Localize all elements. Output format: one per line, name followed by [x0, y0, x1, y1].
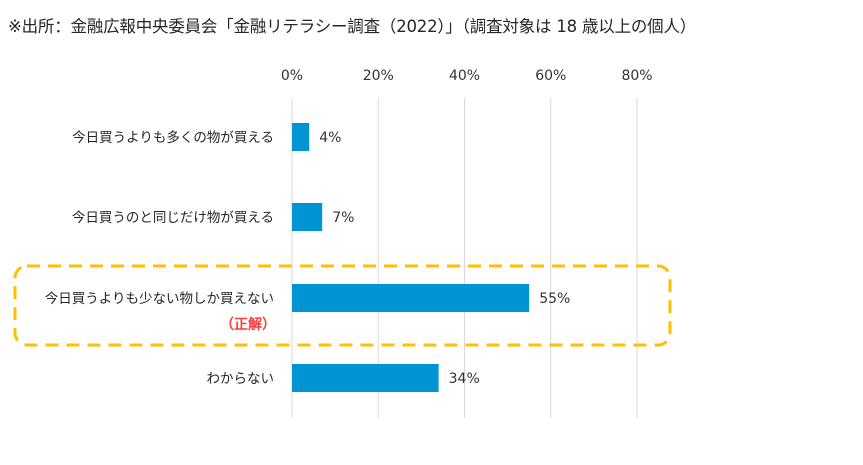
value-label: 7%	[332, 210, 354, 226]
value-label: 34%	[449, 371, 480, 387]
bars	[292, 123, 530, 392]
bar	[292, 284, 530, 312]
correct-answer-note: （正解）	[220, 316, 276, 333]
value-label: 4%	[319, 130, 341, 146]
bar	[292, 364, 439, 392]
category-labels: 今日買うよりも多くの物が買える今日買うのと同じだけ物が買える今日買うよりも少ない…	[45, 129, 274, 387]
value-label: 55%	[539, 291, 570, 307]
bar	[292, 123, 310, 151]
source-note: ※出所：金融広報中央委員会「金融リテラシー調査（2022）」（調査対象は 18 …	[8, 17, 697, 36]
x-tick-label: 60%	[535, 68, 566, 84]
category-label: 今日買うよりも少ない物しか買えない	[45, 291, 274, 307]
category-label: わからない	[207, 371, 275, 387]
bar	[292, 203, 323, 231]
value-labels: 4% 7% 55% 34%	[319, 130, 570, 387]
x-tick-label: 40%	[449, 68, 480, 84]
x-tick-label: 80%	[621, 68, 652, 84]
correct-answer-highlight	[13, 264, 672, 347]
category-label: 今日買うよりも多くの物が買える	[72, 129, 274, 146]
x-tick-label: 0%	[281, 68, 303, 84]
x-axis-tick-labels: 0% 20% 40% 60% 80%	[281, 68, 653, 84]
x-tick-label: 20%	[363, 68, 394, 84]
category-label: 今日買うのと同じだけ物が買える	[72, 210, 274, 226]
